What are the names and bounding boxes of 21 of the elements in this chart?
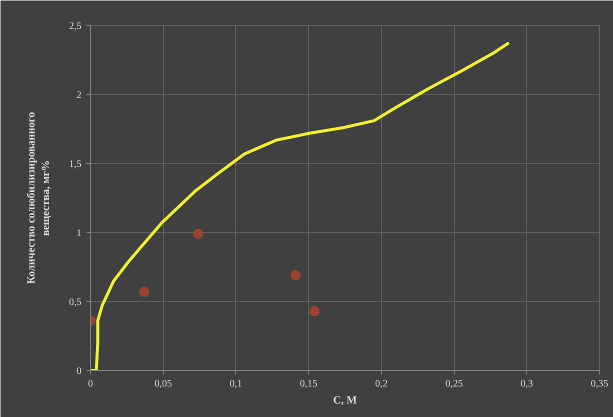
x-tick-label: 0,25 [445, 378, 463, 390]
line-series [90, 42, 510, 370]
x-axis-title: C, M [333, 394, 358, 406]
x-tick-label: 0,35 [590, 378, 608, 390]
y-tick-label: 2 [76, 90, 82, 101]
x-tick-label: 0,2 [375, 378, 388, 390]
y-tick-label: 1 [76, 228, 82, 239]
x-tick-label: 0,1 [230, 378, 242, 390]
y-tick-label: 2,5 [69, 21, 82, 32]
x-tick-label: 0 [88, 378, 93, 390]
y-axis-title: Количество солюбилизированного вещества, мг% [26, 111, 52, 284]
x-tick-label: 0,3 [520, 378, 534, 390]
point [290, 270, 301, 280]
y-tick-label: 1,5 [69, 159, 82, 170]
point [309, 306, 320, 316]
y-tick-label: 0 [76, 366, 82, 377]
point [193, 228, 204, 239]
x-tick-label: 0,15 [300, 378, 318, 390]
x-tick-label: 0,05 [154, 378, 172, 390]
y-tick-label: 0,5 [69, 297, 82, 308]
point [139, 286, 150, 297]
